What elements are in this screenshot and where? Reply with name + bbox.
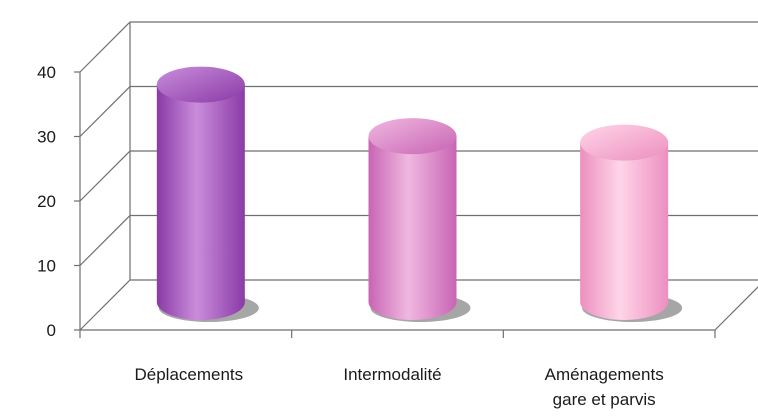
gridline-side — [79, 279, 131, 331]
bar-top — [580, 124, 669, 161]
x-category-label: Déplacements — [134, 365, 243, 384]
bars-layer — [156, 66, 683, 322]
x-category-label: Intermodalité — [343, 365, 441, 384]
bar-body — [156, 84, 245, 320]
y-tick-label: 40 — [37, 63, 56, 82]
labels-layer: 0 10 20 30 40 Déplacements Intermodalité Aménag… — [37, 63, 664, 409]
gridline-side — [79, 150, 131, 202]
gridline-side — [79, 215, 131, 266]
bar-top — [156, 66, 245, 103]
y-tick-label: 0 — [47, 321, 56, 340]
bar-1 — [156, 66, 259, 322]
x-category-label: Aménagements gare et parvis — [545, 365, 664, 409]
bar-top — [368, 118, 457, 155]
bar-body — [368, 136, 457, 320]
gridline-side — [79, 21, 131, 73]
gridline-side — [79, 86, 131, 137]
y-tick-label: 30 — [37, 128, 56, 147]
floor-right-edge — [714, 286, 758, 331]
y-tick-label: 20 — [37, 192, 56, 211]
bar-3 — [580, 124, 683, 322]
bar-body — [580, 142, 669, 320]
y-tick-label: 10 — [37, 257, 56, 276]
axis-layer — [74, 71, 758, 338]
bar-2 — [368, 118, 471, 322]
